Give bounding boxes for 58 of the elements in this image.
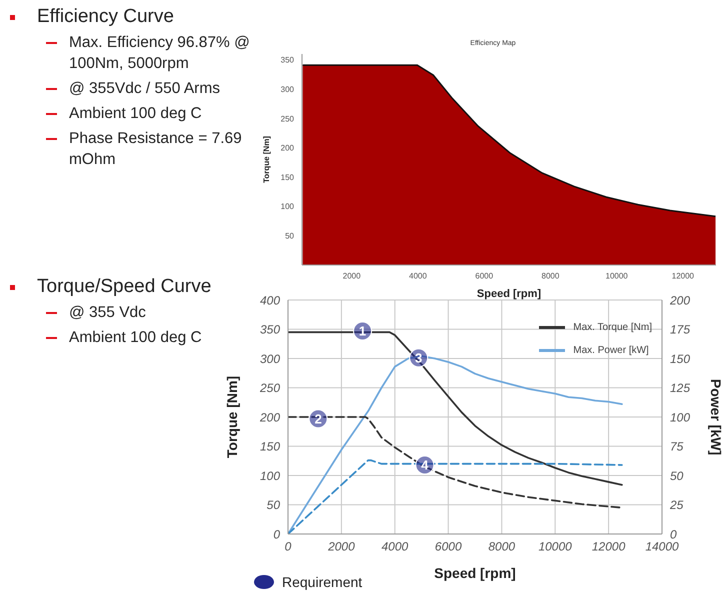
x-tick-label: 2000 xyxy=(342,272,362,281)
x-axis-title: Speed [rpm] xyxy=(476,288,542,300)
annotation: 1 xyxy=(358,324,366,339)
x-tick-label: 6000 xyxy=(434,540,462,554)
text: Phase Resistance = 7.69 mOhm xyxy=(69,129,243,170)
text: Ambient 100 deg C xyxy=(69,104,202,124)
y-tick-label: 50 xyxy=(266,498,280,512)
x-tick-label: 10000 xyxy=(538,540,572,554)
y2-axis-title: Power [kW] xyxy=(708,378,724,456)
line-series xyxy=(288,416,623,509)
y-tick-label: 100 xyxy=(280,202,295,212)
x-axis-title: Speed [rpm] xyxy=(434,565,516,581)
y-tick-label: 300 xyxy=(280,85,295,94)
y-tick-label: 250 xyxy=(280,114,295,124)
y-tick-label: 250 xyxy=(258,381,280,396)
x-tick-label: 12000 xyxy=(592,540,626,554)
y2-tick-label: 125 xyxy=(670,381,690,396)
text: Requirement xyxy=(282,574,362,590)
text: @ 355 Vdc xyxy=(69,303,146,323)
x-tick-label: 4000 xyxy=(409,272,428,281)
y-tick-label: 350 xyxy=(280,56,295,65)
annotation: 3 xyxy=(415,350,422,366)
y-tick-label: 300 xyxy=(260,352,280,366)
y-tick-label: 0 xyxy=(273,527,280,542)
x-tick-label: 2000 xyxy=(327,540,356,554)
y-tick-label: 50 xyxy=(285,232,295,241)
x-tick-label: 10000 xyxy=(606,272,628,281)
x-tick-label: 4000 xyxy=(382,540,409,554)
y-tick-label: 350 xyxy=(260,322,280,337)
y2-tick-label: 175 xyxy=(670,322,690,337)
text: Ambient 100 deg C xyxy=(69,328,202,348)
y2-tick-label: 25 xyxy=(669,498,684,512)
y2-tick-label: 0 xyxy=(670,527,677,542)
y-tick-label: 200 xyxy=(258,410,280,424)
legend-label: Max. Power [kW] xyxy=(573,345,649,356)
y2-tick-label: 100 xyxy=(670,410,690,424)
y2-tick-label: 50 xyxy=(670,468,684,483)
x-tick-label: 14000 xyxy=(645,540,680,554)
y2-tick-label: 75 xyxy=(670,440,684,454)
y-tick-label: 100 xyxy=(260,468,280,483)
x-tick-label: 8000 xyxy=(488,540,516,554)
y-tick-label: 200 xyxy=(280,144,295,153)
text: Efficiency Curve xyxy=(37,6,174,28)
line-series xyxy=(288,459,623,534)
y-axis-title: Torque [Nm] xyxy=(262,136,271,183)
y-tick-label: 400 xyxy=(260,293,280,308)
text: Max. Efficiency 96.87% @ 100Nm, 5000rpm xyxy=(69,33,251,74)
x-tick-label: 8000 xyxy=(542,272,560,281)
text: Torque/Speed Curve xyxy=(37,276,212,298)
y2-tick-label: 200 xyxy=(669,293,690,308)
text: @ 355Vdc / 550 Arms xyxy=(69,79,220,99)
y-tick-label: 150 xyxy=(280,172,295,182)
x-tick-label: 6000 xyxy=(475,272,494,281)
y-tick-label: 150 xyxy=(260,440,280,454)
legend-label: Max. Torque [Nm] xyxy=(573,322,652,333)
x-tick-label: 12000 xyxy=(672,272,695,281)
y-axis-title: Torque [Nm] xyxy=(224,376,240,458)
y2-tick-label: 150 xyxy=(670,352,690,366)
